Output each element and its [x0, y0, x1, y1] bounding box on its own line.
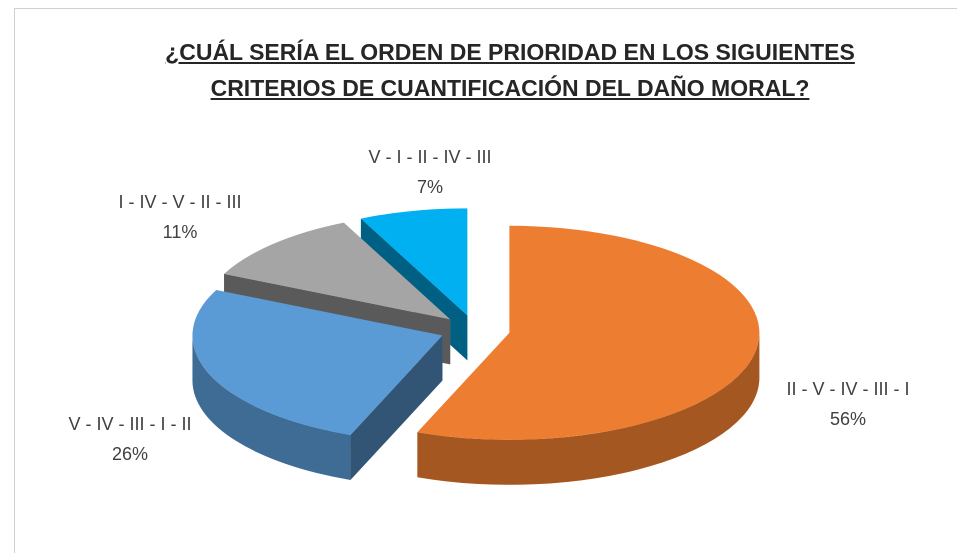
slice-shade	[192, 335, 351, 481]
slice-top	[192, 289, 443, 436]
slice	[417, 225, 760, 485]
slice-value-label: 11%	[163, 222, 198, 242]
slice-top	[360, 208, 468, 316]
slice-value-label: 56%	[830, 409, 866, 429]
slice-label: II - V - IV - III - I	[786, 379, 909, 399]
slice	[192, 289, 443, 481]
slice-side	[417, 332, 760, 485]
slice-side	[350, 335, 443, 481]
slice-top	[417, 225, 760, 440]
slice-top	[224, 222, 451, 320]
slice-value-label: 26%	[112, 444, 148, 464]
chart-title: ¿CUÁL SERÍA EL ORDEN DE PRIORIDAD EN LOS…	[165, 39, 855, 101]
slice-shade	[350, 335, 443, 481]
slice-side	[192, 335, 351, 481]
chart-frame	[14, 8, 957, 553]
slice-shade	[417, 332, 760, 485]
slice-label: V - IV - III - I - II	[68, 414, 191, 434]
slice-value-label: 7%	[417, 177, 443, 197]
slice-label: V - I - II - IV - III	[368, 147, 491, 167]
slice-label: I - IV - V - II - III	[118, 192, 241, 212]
